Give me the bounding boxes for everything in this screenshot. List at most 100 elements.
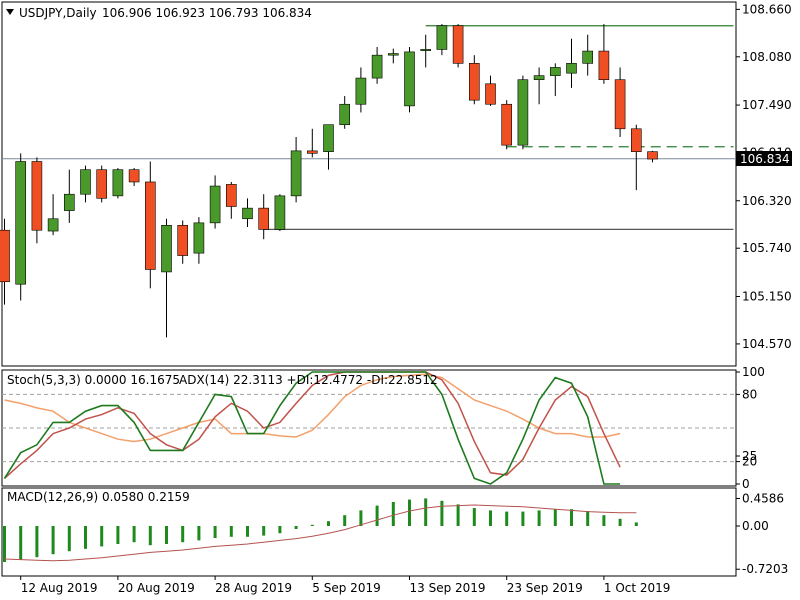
candle-body-23 [371, 54, 383, 79]
macd-bar-30 [489, 510, 492, 526]
stoch-tick-label-0: 100 [742, 365, 765, 379]
current-price-tag [736, 151, 792, 166]
macd-bar-35 [570, 509, 573, 526]
macd-bar-33 [537, 510, 541, 526]
date-label-4: 13 Sep 2019 [410, 581, 486, 595]
macd-bar-3 [51, 526, 55, 555]
candle-body-37 [598, 50, 610, 81]
macd-bar-16 [262, 526, 266, 536]
candle-body-24 [387, 53, 399, 56]
macd-bar-27 [440, 500, 444, 526]
candle-body-7 [112, 169, 124, 197]
macd-bar-4 [67, 526, 71, 552]
macd-bar-37 [602, 515, 606, 526]
macd-bar-29 [472, 508, 476, 526]
macd-bar-23 [375, 505, 379, 526]
candle-body-40 [647, 151, 658, 160]
candle-body-21 [339, 103, 351, 125]
stoch-tick-label-2: 25 [742, 449, 757, 463]
candle-body-25 [404, 51, 415, 107]
candle-body-15 [242, 207, 253, 220]
candle-body-22 [355, 77, 367, 105]
candle-body-3 [47, 218, 59, 232]
candle-body-14 [226, 184, 237, 207]
macd-bar-39 [634, 522, 638, 526]
candle-body-12 [193, 222, 205, 254]
stoch-tick-label-3: 20 [742, 455, 757, 469]
symbol-title: USDJPY,Daily [19, 6, 97, 20]
stoch-tick-label-4: 0 [742, 477, 750, 491]
candle-body-30 [485, 83, 496, 105]
candle-body-6 [96, 169, 107, 199]
candle-body-18 [290, 150, 302, 197]
candle-body-33 [533, 75, 545, 81]
price-panel-frame [1, 1, 737, 367]
price-tick-label-7: 104.570 [742, 337, 792, 351]
macd-bar-28 [456, 504, 460, 526]
candle-body-9 [145, 181, 156, 270]
adx-title: ADX(14) 22.3113 +DI:12.4772 -DI:22.8512 [179, 373, 438, 387]
macd-bar-12 [197, 526, 201, 541]
macd-tick-label-0: 0.4586 [742, 491, 784, 505]
macd-bar-20 [327, 521, 330, 526]
date-label-0: 12 Aug 2019 [21, 581, 98, 595]
candle-body-29 [468, 63, 480, 101]
macd-bar-38 [618, 518, 622, 526]
macd-bar-21 [343, 515, 347, 526]
date-label-6: 1 Oct 2019 [604, 581, 671, 595]
candle-body-39 [630, 128, 642, 152]
stoch-tick-label-1: 80 [742, 387, 757, 401]
macd-bar-15 [246, 526, 249, 537]
candle-body-8 [128, 169, 140, 183]
macd-bar-13 [213, 526, 217, 538]
candle-body-26 [420, 49, 432, 51]
candle-body-31 [501, 103, 513, 146]
candle-body-38 [614, 79, 626, 130]
macd-signal-line [4, 504, 637, 562]
candle-body-13 [209, 185, 221, 224]
price-tick-label-0: 108.660 [742, 2, 792, 16]
candle-body-32 [517, 79, 529, 146]
price-tick-label-6: 105.150 [742, 289, 792, 303]
candle-body-16 [258, 207, 270, 230]
macd-bar-19 [310, 524, 314, 526]
macd-layer [3, 498, 638, 562]
price-layer [0, 24, 736, 338]
macd-bar-14 [229, 526, 233, 537]
macd-bar-0 [3, 526, 6, 562]
macd-bar-24 [391, 502, 395, 526]
price-tick-label-1: 108.080 [742, 50, 792, 64]
candle-body-2 [31, 161, 43, 231]
date-label-3: 5 Sep 2019 [312, 581, 380, 595]
stoch-signal-line [3, 371, 621, 479]
ohlc-readout: 106.906 106.923 106.793 106.834 [102, 6, 312, 20]
macd-bar-10 [165, 526, 168, 544]
candle-body-19 [306, 150, 318, 154]
macd-bar-17 [278, 526, 282, 534]
stoch-main-line [3, 371, 621, 485]
macd-bar-22 [359, 510, 363, 526]
macd-bar-11 [181, 526, 185, 543]
candle-body-0 [0, 229, 10, 283]
price-tick-label-4: 106.320 [742, 194, 792, 208]
macd-bar-7 [116, 526, 120, 544]
candle-body-35 [566, 63, 577, 74]
candle-body-4 [64, 193, 75, 211]
axis-layer: 108.660108.080107.490106.910106.320105.7… [20, 2, 792, 595]
macd-title: MACD(12,26,9) 0.0580 0.2159 [7, 490, 190, 504]
macd-bar-25 [408, 499, 411, 526]
price-tick-label-2: 107.490 [742, 98, 792, 112]
candle-body-5 [80, 169, 91, 195]
date-label-5: 23 Sep 2019 [507, 581, 583, 595]
macd-tick-label-1: 0.00 [742, 519, 769, 533]
candle-body-17 [274, 195, 286, 230]
symbol-dropdown-triangle-icon[interactable] [6, 9, 14, 15]
macd-tick-label-2: -0.7203 [742, 562, 788, 576]
macd-bar-1 [19, 526, 23, 560]
stoch-title: Stoch(5,3,3) 0.0000 16.1675 [7, 373, 180, 387]
candle-body-34 [549, 67, 561, 76]
macd-bar-18 [294, 526, 298, 529]
price-tick-label-5: 105.740 [742, 241, 792, 255]
